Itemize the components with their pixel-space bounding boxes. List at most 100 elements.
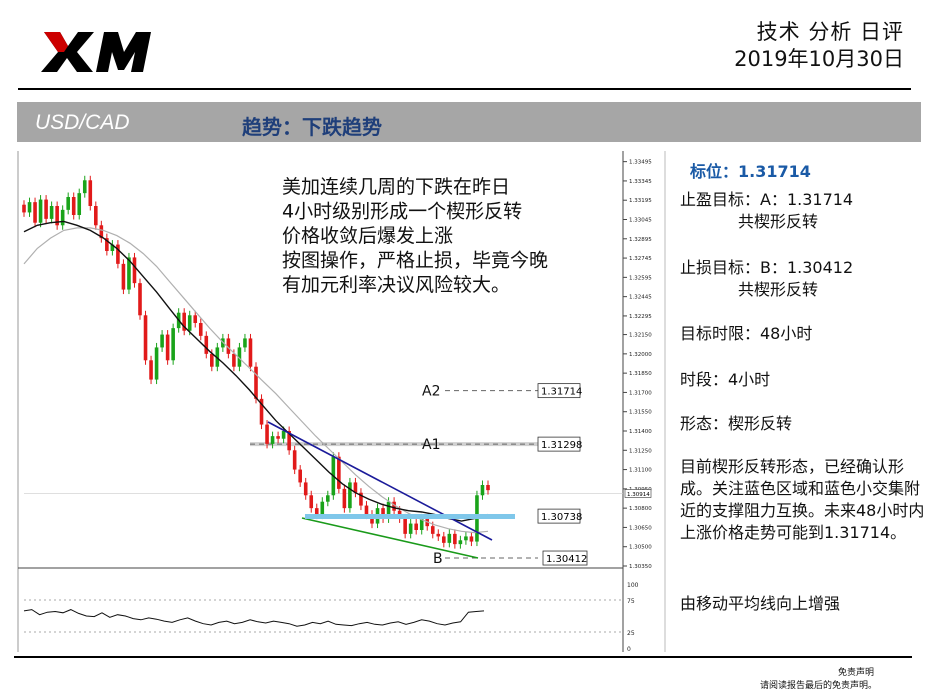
candle <box>138 283 142 316</box>
candle <box>392 501 396 511</box>
candle <box>453 533 457 545</box>
level-price-label: 1.30412 <box>546 554 587 565</box>
candle <box>248 338 253 367</box>
commentary-line: 美加连续几周的下跌在昨日 <box>282 176 510 198</box>
candle <box>71 197 76 215</box>
ma-note: 由移动平均线向上增强 <box>680 594 841 613</box>
candle <box>414 523 418 530</box>
title-bar: USD/CAD 趋势：下跌趋势 <box>17 102 921 142</box>
price-tick-label: 1.32150 <box>629 333 652 339</box>
price-tick-label: 1.30650 <box>629 525 652 531</box>
commentary-line: 价格收敛后爆发上涨 <box>282 225 453 247</box>
price-tick-label: 1.30800 <box>629 506 652 512</box>
level-price-box <box>537 508 581 524</box>
candle <box>94 206 98 226</box>
analysis-text: 目前楔形反转形态，已经确认形成。关注蓝色区域和蓝色小交集附近的支撑阻力互换。未来… <box>680 457 925 542</box>
candle <box>353 482 358 493</box>
level-price-label: 1.31714 <box>541 387 582 398</box>
candle <box>22 204 26 213</box>
candle <box>38 199 43 223</box>
candle <box>314 508 319 515</box>
candle <box>381 508 385 519</box>
pair-label: USD/CAD <box>35 111 130 134</box>
candle <box>132 257 137 284</box>
report-title: 技术 分析 日评 <box>756 20 904 44</box>
candle <box>204 335 209 354</box>
candle <box>116 244 120 264</box>
candle <box>430 526 435 534</box>
price-tick-label: 1.32745 <box>629 256 652 262</box>
price-tick-label: 1.32445 <box>629 295 652 301</box>
candle <box>292 450 297 470</box>
price-tick-label: 1.31700 <box>629 390 652 396</box>
take-profit-label: 止盈目标：A：1.31714 <box>680 190 854 209</box>
osc-tick-label: 100 <box>627 582 639 589</box>
level-name: A1 <box>422 437 440 453</box>
time-limit: 目标时限：48小时 <box>680 324 813 343</box>
candle <box>105 238 109 251</box>
price-tick-label: 1.32295 <box>629 314 652 320</box>
candle <box>226 338 231 354</box>
current-price-box <box>624 489 652 498</box>
candle <box>259 398 264 425</box>
candle <box>88 180 93 206</box>
candle <box>171 328 175 361</box>
disclaimer-title: 免责声明 <box>838 668 875 678</box>
candle <box>165 334 170 361</box>
price-tick-label: 1.33495 <box>629 160 652 166</box>
price-tick-label: 1.33345 <box>629 179 652 185</box>
price-tick-label: 1.31100 <box>629 468 652 474</box>
candle <box>215 347 220 367</box>
oscillator-line <box>23 609 485 627</box>
candle <box>442 536 446 543</box>
candle <box>270 436 275 444</box>
support-zone <box>305 514 515 519</box>
price-tick-label: 1.33195 <box>629 198 652 204</box>
level-name: A2 <box>422 384 440 400</box>
commentary-line: 4小时级别形成一个楔形反转 <box>282 201 522 223</box>
candle <box>486 485 490 491</box>
candle <box>287 431 291 451</box>
candle <box>408 523 413 534</box>
ma-fast-line <box>23 220 489 522</box>
price-tick-label: 1.31550 <box>629 410 652 416</box>
candle <box>337 456 341 489</box>
period: 时段：4小时 <box>680 370 771 389</box>
candle <box>436 533 441 537</box>
price-tick-label: 1.30350 <box>629 564 652 570</box>
candle <box>480 485 485 496</box>
candle <box>154 347 159 380</box>
price-tick-label: 1.32000 <box>629 352 652 358</box>
candle <box>193 315 198 323</box>
candle <box>276 436 280 439</box>
candle <box>386 501 391 519</box>
candle <box>265 424 269 444</box>
price-tick-label: 1.31400 <box>629 429 652 435</box>
price-tick-label: 1.31850 <box>629 371 652 377</box>
candle <box>27 202 32 213</box>
disclaimer-text: 请阅读报告最后的免责声明。 <box>760 681 878 691</box>
wedge-upper-line <box>267 421 493 541</box>
candle <box>210 353 214 367</box>
candle <box>364 505 369 515</box>
current-price-label: 1.30914 <box>627 492 650 498</box>
osc-tick-label: 25 <box>627 630 635 637</box>
candle <box>55 206 59 226</box>
price-tick-label: 1.33045 <box>629 218 652 224</box>
candle <box>232 353 236 367</box>
candle <box>403 518 407 534</box>
candle <box>143 315 148 361</box>
price-tick-label: 1.31250 <box>629 448 652 454</box>
target-level: 标位：1.31714 <box>690 162 811 181</box>
osc-tick-label: 75 <box>627 598 635 605</box>
candle <box>458 540 463 545</box>
candle <box>254 366 258 399</box>
candle <box>99 225 104 239</box>
header-rule <box>18 88 911 90</box>
level-price-box <box>542 550 588 566</box>
candle <box>160 334 164 348</box>
level-price-label: 1.30738 <box>541 512 582 523</box>
candle <box>469 536 474 542</box>
candle <box>464 536 468 541</box>
